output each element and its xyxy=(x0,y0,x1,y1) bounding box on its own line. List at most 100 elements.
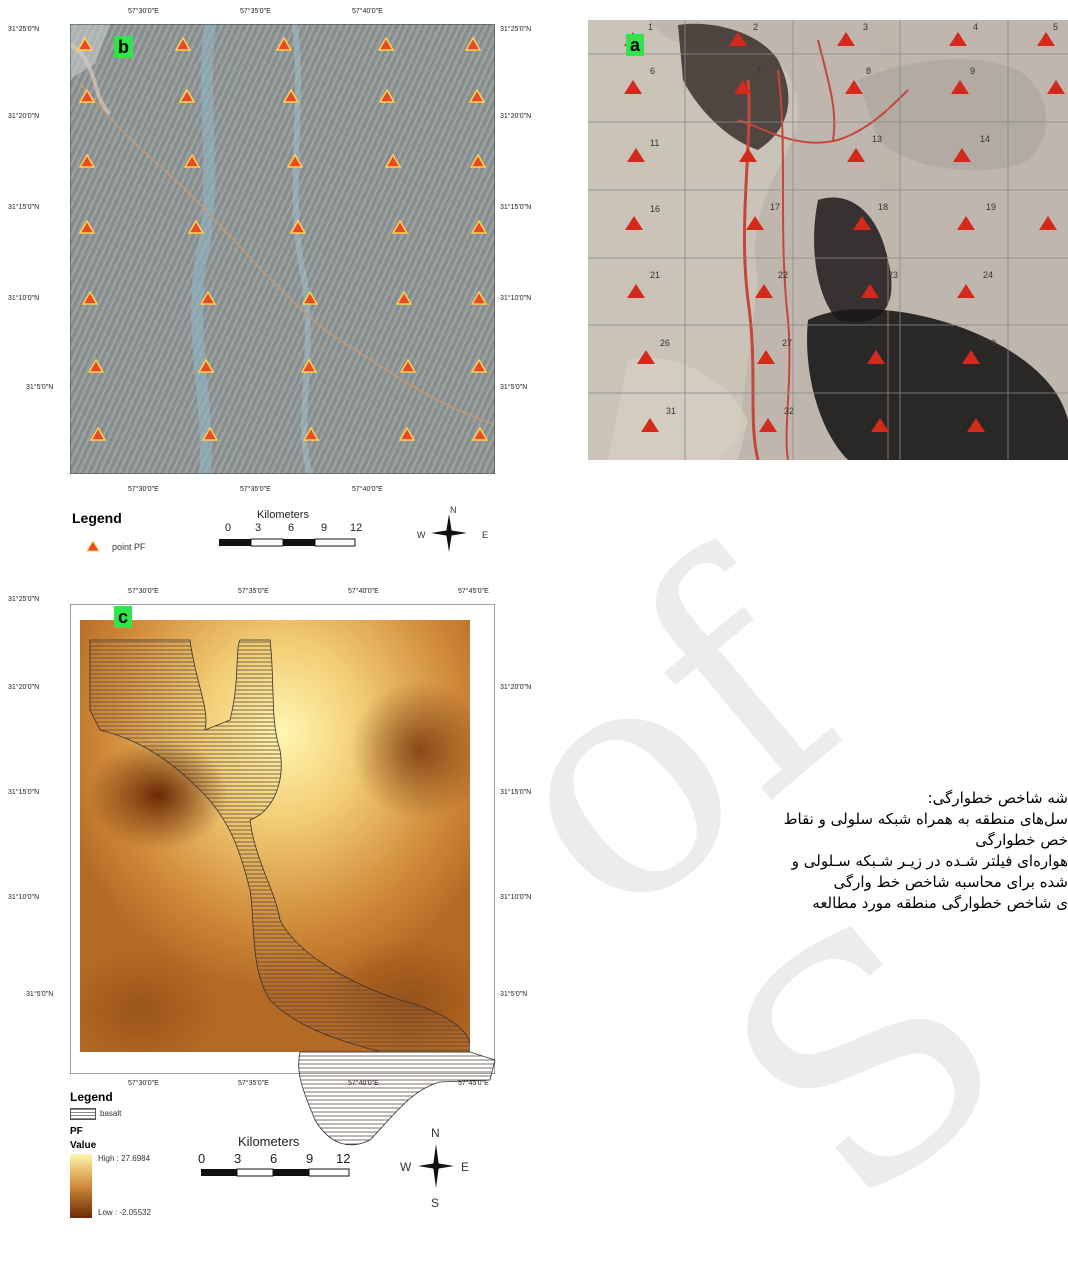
scale-tick-0: 0 xyxy=(198,1151,206,1166)
cell-number: 11 xyxy=(650,138,660,148)
grid-point xyxy=(853,216,871,230)
coord-left-1: 31°25'0"N xyxy=(8,596,40,603)
pf-point xyxy=(199,290,217,305)
coord-bottom-3: 57°40'0"E xyxy=(352,486,383,493)
legend-value-label: Value xyxy=(70,1140,97,1151)
pf-point xyxy=(187,219,205,234)
legend-title: Legend xyxy=(72,510,122,526)
cell-number: 3 xyxy=(863,22,869,32)
grid-point xyxy=(1047,80,1065,94)
pf-point xyxy=(398,426,416,441)
legend-point-symbol xyxy=(86,540,100,552)
grid-point xyxy=(967,418,985,432)
coord-right-3: 31°15'0"N xyxy=(500,204,532,211)
grid-point xyxy=(759,418,777,432)
legend-point-label: point PF xyxy=(112,542,146,552)
coord-bottom-4: 57°45'0"E xyxy=(458,1080,489,1087)
scale-bar xyxy=(201,1168,350,1177)
grid-point xyxy=(739,148,757,162)
coord-left-2: 31°20'0"N xyxy=(8,113,40,120)
scale-title: Kilometers xyxy=(257,509,309,521)
pf-points-layer xyxy=(70,24,495,474)
panel-label-b: b xyxy=(114,36,133,58)
pf-surface xyxy=(80,620,470,1052)
coord-top-1: 57°30'0"E xyxy=(128,8,159,15)
cell-number: 21 xyxy=(650,270,661,280)
grid-point xyxy=(951,80,969,94)
pf-point xyxy=(201,426,219,441)
scale-tick-12: 12 xyxy=(336,1151,351,1166)
pf-point xyxy=(275,36,293,51)
cell-number: 14 xyxy=(980,134,991,144)
pf-point xyxy=(395,290,413,305)
coord-right-3: 31°10'0"N xyxy=(500,894,532,901)
scale-tick-3: 3 xyxy=(234,1151,242,1166)
pf-point xyxy=(384,153,402,168)
grid-point xyxy=(871,418,889,432)
north-e: E xyxy=(461,1160,470,1174)
pf-point xyxy=(377,36,395,51)
pf-point xyxy=(464,36,482,51)
coord-left-4: 31°10'0"N xyxy=(8,295,40,302)
grid-point xyxy=(627,148,645,162)
coord-right-4: 31°10'0"N xyxy=(500,295,532,302)
scale-tick-9: 9 xyxy=(321,522,328,534)
legend-title: Legend xyxy=(70,1090,113,1104)
caption-line-3: خص خطوارگی xyxy=(975,831,1068,849)
cell-number: 19 xyxy=(986,202,997,212)
scale-tick-6: 6 xyxy=(270,1151,278,1166)
pf-point xyxy=(174,36,192,51)
legend-high: High : 27.6984 xyxy=(98,1154,151,1163)
panel-b-map xyxy=(70,24,495,474)
coord-left-3: 31°15'0"N xyxy=(8,789,40,796)
panel-label-c: c xyxy=(114,606,133,628)
grid-point xyxy=(953,148,971,162)
pf-point xyxy=(78,153,96,168)
cell-number: 27 xyxy=(782,338,793,348)
grid-point xyxy=(729,32,747,46)
north-n: N xyxy=(450,505,457,515)
coord-top-1: 57°30'0"E xyxy=(128,588,159,595)
coord-left-3: 31°15'0"N xyxy=(8,204,40,211)
north-w: W xyxy=(400,1160,412,1174)
scale-bar xyxy=(219,538,356,547)
cell-number: 18 xyxy=(878,202,889,212)
legend-pf-label: PF xyxy=(70,1126,83,1137)
coord-bottom-1: 57°30'0"E xyxy=(128,1080,159,1087)
figure-caption: شه شاخص خطوارگی: سل‌های منطقه به همراه ش… xyxy=(548,788,1068,914)
pf-point xyxy=(468,88,486,103)
coord-bottom-2: 57°35'0"E xyxy=(238,1080,269,1087)
north-arrow-icon xyxy=(418,1144,454,1188)
grid-point xyxy=(641,418,659,432)
north-n: N xyxy=(431,1126,440,1140)
grid-point xyxy=(962,350,980,364)
pf-point xyxy=(471,426,489,441)
coord-left-5: 31°5'0"N xyxy=(26,991,54,998)
grid-point xyxy=(957,284,975,298)
pf-point xyxy=(81,290,99,305)
north-e: E xyxy=(482,530,489,540)
pf-point xyxy=(301,290,319,305)
coord-right-1: 31°25'0"N xyxy=(500,26,532,33)
legend-color-ramp xyxy=(70,1154,92,1218)
pf-point xyxy=(469,153,487,168)
basalt-polygon xyxy=(89,639,470,1052)
grid-point xyxy=(845,80,863,94)
pf-point xyxy=(76,36,94,51)
scale-title: Kilometers xyxy=(238,1134,300,1149)
north-s: S xyxy=(431,1196,440,1210)
grid-point xyxy=(624,80,642,94)
pf-point xyxy=(89,426,107,441)
pf-low-zone xyxy=(350,680,470,820)
caption-line-4: هواره‌ای فیلتر شـده در زیـر شـبکه سـلولی… xyxy=(791,852,1068,870)
pf-point xyxy=(302,426,320,441)
pf-point xyxy=(470,358,488,373)
coord-left-1: 31°25'0"N xyxy=(8,26,40,33)
grid-point xyxy=(1039,216,1057,230)
coord-bottom-3: 57°40'0"E xyxy=(348,1080,379,1087)
grid-point xyxy=(847,148,865,162)
cell-number: 4 xyxy=(973,22,979,32)
pf-point xyxy=(289,219,307,234)
grid-point xyxy=(949,32,967,46)
coord-right-1: 31°20'0"N xyxy=(500,684,532,691)
